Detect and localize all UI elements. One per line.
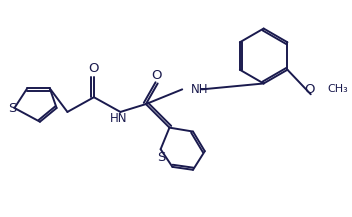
- Text: O: O: [304, 83, 315, 96]
- Text: S: S: [157, 151, 166, 164]
- Text: O: O: [89, 62, 99, 75]
- Text: CH₃: CH₃: [327, 84, 348, 94]
- Text: NH: NH: [191, 83, 208, 96]
- Text: S: S: [8, 102, 17, 115]
- Text: O: O: [151, 69, 162, 82]
- Text: HN: HN: [110, 112, 127, 125]
